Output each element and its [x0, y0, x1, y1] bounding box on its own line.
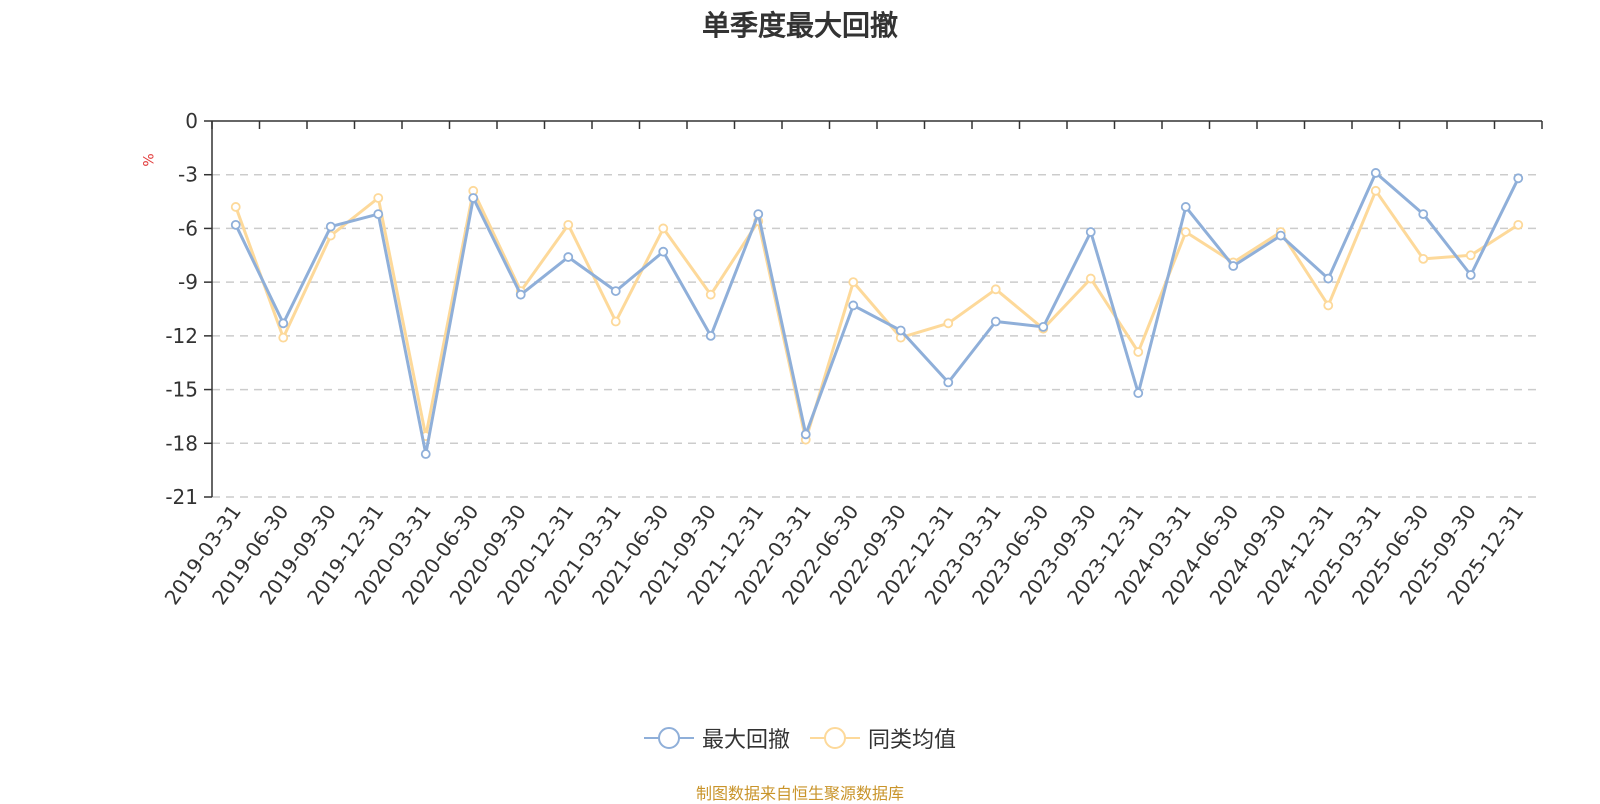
- data-point-series-1: [1180, 202, 1191, 212]
- data-point-series-1: [848, 300, 859, 311]
- data-point-series-2: [563, 219, 574, 230]
- data-point-series-1: [705, 330, 716, 341]
- data-point-series-2: [610, 316, 621, 327]
- data-point-series-2: [1133, 347, 1144, 357]
- data-point-series-2: [1465, 250, 1476, 261]
- data-point-series-1: [230, 219, 241, 230]
- y-tick-label: 0: [185, 109, 198, 133]
- data-point-series-2: [943, 318, 954, 329]
- data-point-series-2: [705, 289, 716, 300]
- data-point-series-1: [278, 318, 289, 329]
- legend: 最大回撤 同类均值: [0, 722, 1600, 754]
- legend-label-series-1: 最大回撤: [701, 728, 790, 753]
- data-point-series-2: [373, 193, 384, 203]
- data-point-series-2: [1180, 227, 1191, 237]
- data-point-series-1: [1465, 270, 1476, 280]
- data-point-series-1: [1085, 227, 1096, 237]
- y-tick-label: -3: [178, 163, 198, 187]
- data-point-series-1: [515, 289, 526, 300]
- legend-item-series-2[interactable]: 同类均值: [810, 722, 956, 754]
- data-point-series-1: [325, 221, 336, 232]
- data-point-series-1: [943, 377, 954, 388]
- data-point-series-2: [278, 332, 289, 343]
- y-tick-label: -21: [165, 485, 198, 509]
- data-point-series-2: [230, 202, 241, 212]
- data-point-series-1: [1370, 168, 1381, 178]
- chart-title: 单季度最大回撤: [701, 9, 898, 42]
- y-tick-label: -6: [178, 216, 198, 240]
- y-tick-label: -12: [165, 324, 198, 348]
- data-point-series-1: [420, 449, 431, 459]
- data-point-series-1: [1228, 261, 1239, 271]
- y-tick-label: -18: [165, 431, 198, 455]
- data-point-series-1: [468, 193, 479, 203]
- data-point-series-1: [1038, 322, 1049, 332]
- source-note: 制图数据来自恒生聚源数据库: [695, 784, 904, 803]
- legend-item-series-1[interactable]: 最大回撤: [643, 722, 790, 754]
- data-point-series-1: [610, 286, 621, 296]
- data-point-series-1: [800, 429, 811, 440]
- data-point-series-1: [990, 316, 1001, 327]
- data-point-series-2: [1418, 253, 1429, 264]
- data-point-series-2: [1513, 219, 1524, 230]
- legend-line-circle-icon: [643, 727, 694, 749]
- data-point-series-2: [658, 223, 669, 234]
- data-point-series-1: [1418, 209, 1429, 220]
- series-line-2: [234, 189, 1520, 442]
- data-point-series-2: [1085, 273, 1096, 284]
- data-point-series-1: [1513, 173, 1524, 184]
- data-point-series-1: [373, 209, 384, 220]
- data-point-series-1: [1275, 230, 1286, 241]
- data-point-series-1: [753, 209, 764, 220]
- data-point-series-2: [1323, 300, 1334, 311]
- y-tick-label: -9: [178, 270, 198, 294]
- data-point-series-2: [1370, 185, 1381, 196]
- data-point-series-1: [563, 252, 574, 262]
- legend-line-circle-icon: [810, 727, 860, 749]
- y-tick-label: -15: [165, 378, 198, 402]
- series-line-1: [234, 171, 1520, 456]
- data-point-series-1: [1133, 388, 1144, 399]
- legend-label-series-2: 同类均值: [868, 728, 957, 753]
- data-point-series-2: [990, 284, 1001, 295]
- data-point-series-1: [895, 325, 906, 336]
- data-point-series-2: [848, 277, 859, 288]
- data-point-series-1: [1323, 273, 1334, 284]
- data-point-series-1: [658, 246, 669, 257]
